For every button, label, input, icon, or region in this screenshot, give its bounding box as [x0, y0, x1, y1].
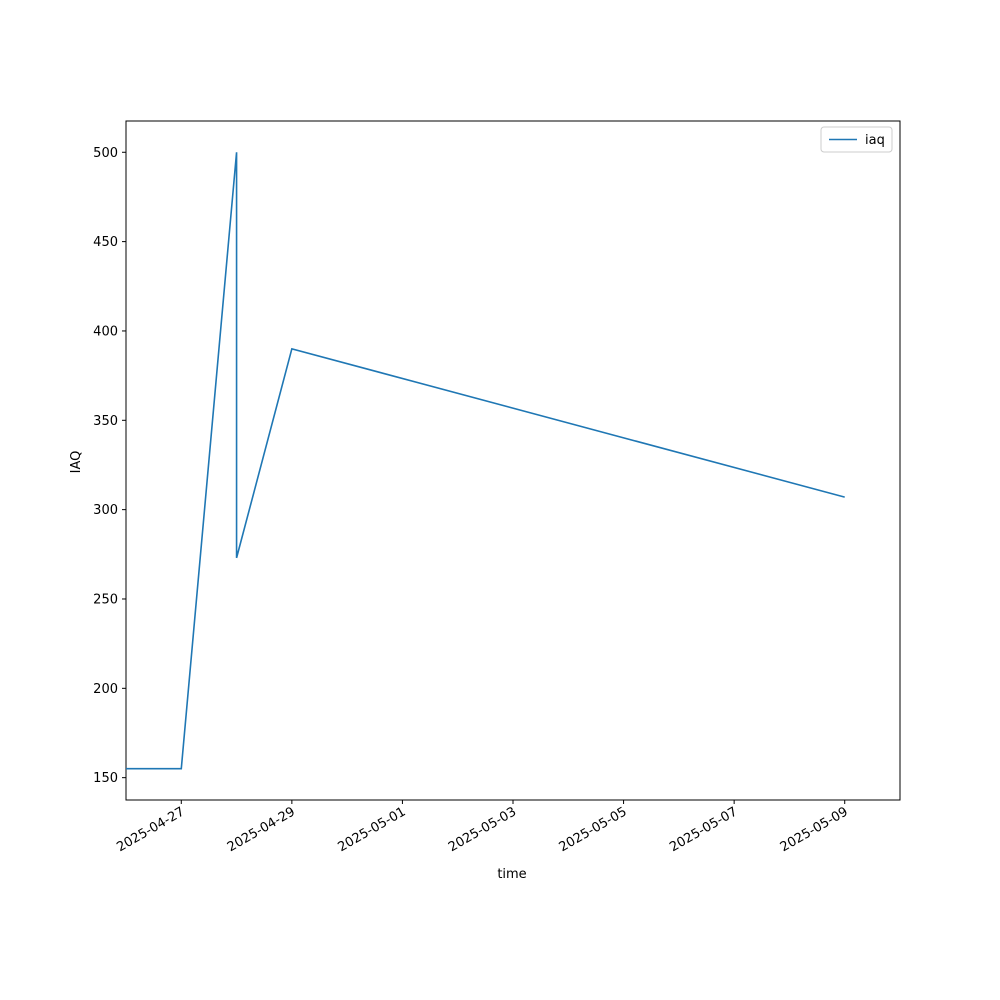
legend-label: iaq — [865, 133, 885, 148]
y-tick-label: 200 — [93, 682, 118, 697]
x-tick-label: 2025-05-01 — [335, 804, 408, 855]
y-tick-label: 450 — [93, 235, 118, 250]
y-axis-label: IAQ — [69, 451, 84, 474]
x-tick-label: 2025-04-29 — [225, 804, 298, 855]
x-tick-label: 2025-04-27 — [114, 804, 187, 855]
x-tick-label: 2025-05-07 — [667, 804, 740, 855]
y-tick-label: 150 — [93, 771, 118, 786]
y-tick-label: 400 — [93, 324, 118, 339]
x-tick-label: 2025-05-03 — [446, 804, 519, 855]
y-tick-label: 250 — [93, 592, 118, 607]
plot-area — [125, 120, 901, 801]
y-tick-label: 500 — [93, 146, 118, 161]
y-tick-label: 300 — [93, 503, 118, 518]
x-axis-label: time — [497, 867, 526, 882]
y-tick-label: 350 — [93, 414, 118, 429]
data-line — [126, 152, 845, 770]
x-tick-label: 2025-05-09 — [778, 804, 851, 855]
x-tick-label: 2025-05-05 — [557, 804, 630, 855]
